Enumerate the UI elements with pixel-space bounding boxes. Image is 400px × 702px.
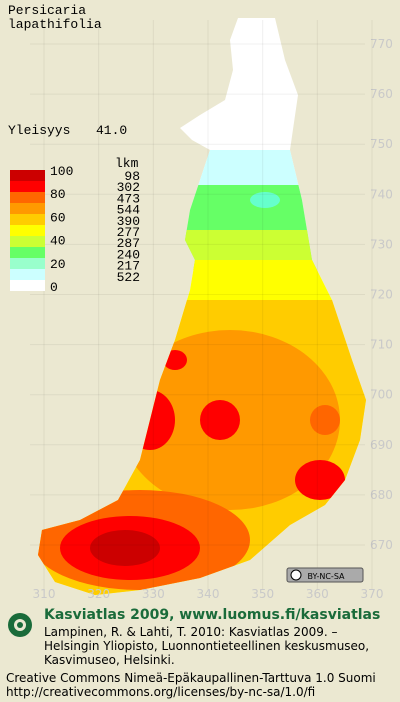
northing-label: 700 — [370, 388, 393, 402]
northing-label: 730 — [370, 237, 393, 251]
citation: Helsingin Yliopisto, Luonnontieteellinen… — [44, 639, 369, 653]
footer-heading: Kasviatlas 2009, www.luomus.fi/kasviatla… — [44, 607, 380, 623]
northing-label: 740 — [370, 187, 393, 201]
citation: Lampinen, R. & Lahti, T. 2010: Kasviatla… — [44, 625, 338, 639]
legend-swatches — [10, 170, 45, 291]
easting-label: 340 — [197, 587, 220, 601]
logo — [8, 613, 32, 637]
northing-label: 770 — [370, 37, 393, 51]
species-name: lapathifolia — [8, 17, 102, 32]
map-grid: 770 760 750 740 730 720 710 700 690 680 670 310 320 3… — [30, 20, 393, 601]
count-value: 390 — [117, 214, 140, 229]
scale-label: 100 — [50, 164, 73, 179]
legend: 100 80 60 40 20 0 9830247354439027728724021752… — [50, 164, 140, 295]
easting-label: 360 — [306, 587, 329, 601]
citation: Kasvimuseo, Helsinki. — [44, 653, 175, 667]
count-value: 217 — [117, 259, 140, 274]
frequency-label: Yleisyys — [8, 123, 70, 138]
species-name: Persicaria — [8, 3, 86, 18]
license-badge: BY-NC-SA — [286, 567, 364, 583]
count-value: 302 — [117, 180, 140, 195]
scale-label: 60 — [50, 210, 66, 225]
count-value: 473 — [117, 191, 140, 206]
scale-label: 0 — [50, 280, 58, 295]
northing-label: 670 — [370, 538, 393, 552]
northing-label: 680 — [370, 488, 393, 502]
northing-label: 750 — [370, 137, 393, 151]
count-value: 544 — [117, 203, 141, 218]
easting-label: 330 — [142, 587, 165, 601]
northing-label: 720 — [370, 288, 393, 302]
northing-label: 760 — [370, 87, 393, 101]
count-header: lkm — [115, 156, 139, 171]
license-url: http://creativecommons.org/licenses/by-n… — [6, 685, 315, 699]
license-text: Creative Commons Nimeä-Epäkaupallinen-Ta… — [6, 671, 376, 685]
license-badge-text: BY-NC-SA — [307, 572, 345, 581]
count-value: 522 — [117, 270, 140, 285]
count-value: 240 — [117, 247, 140, 262]
scale-label: 40 — [50, 234, 66, 249]
northing-label: 690 — [370, 438, 393, 452]
easting-label: 310 — [33, 587, 56, 601]
easting-label: 320 — [87, 587, 110, 601]
scale-label: 20 — [50, 257, 66, 272]
scale-label: 80 — [50, 187, 66, 202]
northing-label: 710 — [370, 338, 393, 352]
count-value: 98 — [124, 169, 140, 184]
easting-label: 370 — [361, 587, 384, 601]
species-map — [38, 18, 366, 595]
count-value: 287 — [117, 236, 140, 251]
easting-label: 350 — [251, 587, 274, 601]
frequency-value: 41.0 — [96, 123, 127, 138]
count-value: 277 — [117, 225, 140, 240]
